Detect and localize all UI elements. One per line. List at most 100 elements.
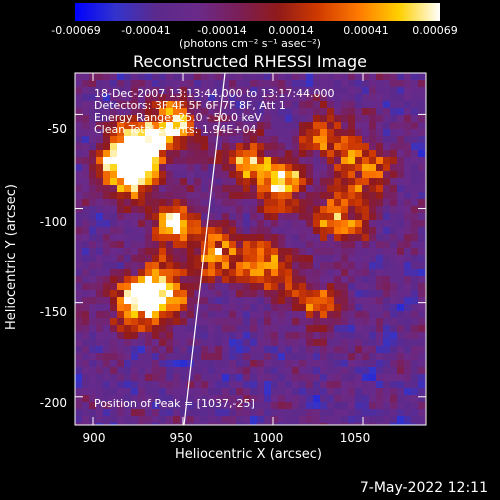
- heatmap-cell: [327, 276, 335, 284]
- heatmap-cell: [271, 332, 279, 340]
- heatmap-cell: [159, 423, 167, 425]
- heatmap-cell: [75, 73, 83, 81]
- heatmap-cell: [264, 381, 272, 389]
- heatmap-cell: [306, 206, 314, 214]
- heatmap-cell: [341, 262, 349, 270]
- heatmap-cell: [75, 346, 83, 354]
- heatmap-cell: [173, 73, 181, 81]
- heatmap-cell: [236, 248, 244, 256]
- heatmap-cell: [299, 423, 307, 425]
- heatmap-cell: [229, 332, 237, 340]
- heatmap-cell: [327, 115, 335, 123]
- heatmap-cell: [159, 346, 167, 354]
- heatmap-cell: [145, 346, 153, 354]
- heatmap-cell: [257, 318, 265, 326]
- heatmap-cell: [103, 388, 111, 396]
- heatmap-cell: [236, 227, 244, 235]
- heatmap-cell: [117, 395, 125, 403]
- heatmap-cell: [131, 241, 139, 249]
- heatmap-cell: [117, 374, 125, 382]
- heatmap-cell: [250, 248, 258, 256]
- heatmap-cell: [320, 262, 328, 270]
- heatmap-cell: [117, 171, 125, 179]
- heatmap-cell: [215, 157, 223, 165]
- heatmap-cell: [194, 353, 202, 361]
- heatmap-cell: [341, 227, 349, 235]
- heatmap-cell: [271, 199, 279, 207]
- heatmap-cell: [271, 304, 279, 312]
- heatmap-cell: [355, 262, 363, 270]
- heatmap-cell: [201, 171, 209, 179]
- heatmap-cell: [222, 199, 230, 207]
- heatmap-cell: [404, 297, 412, 305]
- heatmap-cell: [278, 136, 286, 144]
- heatmap-cell: [215, 283, 223, 291]
- heatmap-cell: [306, 199, 314, 207]
- heatmap-cell: [159, 325, 167, 333]
- heatmap-cell: [306, 129, 314, 137]
- heatmap-cell: [411, 325, 419, 333]
- heatmap-cell: [131, 178, 139, 186]
- heatmap-cell: [264, 388, 272, 396]
- heatmap-cell: [173, 283, 181, 291]
- heatmap-cell: [285, 150, 293, 158]
- heatmap-cell: [383, 115, 391, 123]
- heatmap-cell: [243, 290, 251, 298]
- heatmap-cell: [257, 374, 265, 382]
- heatmap-cell: [117, 150, 125, 158]
- heatmap-cell: [257, 101, 265, 109]
- heatmap-cell: [250, 262, 258, 270]
- heatmap-cell: [145, 80, 153, 88]
- heatmap-cell: [411, 304, 419, 312]
- heatmap-cell: [278, 199, 286, 207]
- heatmap-cell: [397, 318, 405, 326]
- heatmap-cell: [383, 213, 391, 221]
- heatmap-cell: [159, 157, 167, 165]
- heatmap-cell: [334, 129, 342, 137]
- heatmap-cell: [131, 150, 139, 158]
- heatmap-cell: [194, 220, 202, 228]
- heatmap-cell: [355, 332, 363, 340]
- heatmap-cell: [110, 206, 118, 214]
- heatmap-cell: [278, 290, 286, 298]
- heatmap-cell: [222, 73, 230, 81]
- heatmap-cell: [264, 318, 272, 326]
- heatmap-cell: [117, 416, 125, 424]
- heatmap-cell: [96, 115, 104, 123]
- heatmap-cell: [194, 136, 202, 144]
- heatmap-cell: [187, 157, 195, 165]
- heatmap-cell: [229, 318, 237, 326]
- heatmap-cell: [103, 381, 111, 389]
- heatmap-cell: [180, 255, 188, 263]
- heatmap-cell: [299, 80, 307, 88]
- heatmap-cell: [236, 150, 244, 158]
- heatmap-cell: [124, 304, 132, 312]
- heatmap-cell: [166, 248, 174, 256]
- heatmap-cell: [348, 339, 356, 347]
- heatmap-cell: [418, 94, 426, 102]
- heatmap-cell: [376, 374, 384, 382]
- heatmap-cell: [418, 276, 426, 284]
- heatmap-cell: [131, 143, 139, 151]
- heatmap-cell: [313, 395, 321, 403]
- heatmap-cell: [166, 220, 174, 228]
- heatmap-cell: [180, 269, 188, 277]
- heatmap-cell: [348, 381, 356, 389]
- heatmap-cell: [355, 367, 363, 375]
- heatmap-cell: [229, 206, 237, 214]
- heatmap-cell: [271, 276, 279, 284]
- heatmap-cell: [124, 290, 132, 298]
- heatmap-cell: [404, 185, 412, 193]
- heatmap-cell: [306, 227, 314, 235]
- heatmap-cell: [390, 143, 398, 151]
- heatmap-cell: [208, 192, 216, 200]
- heatmap-cell: [362, 339, 370, 347]
- heatmap-cell: [187, 234, 195, 242]
- heatmap-cell: [145, 381, 153, 389]
- heatmap-cell: [285, 248, 293, 256]
- heatmap-cell: [285, 206, 293, 214]
- heatmap-cell: [222, 290, 230, 298]
- heatmap-cell: [264, 178, 272, 186]
- heatmap-cell: [236, 367, 244, 375]
